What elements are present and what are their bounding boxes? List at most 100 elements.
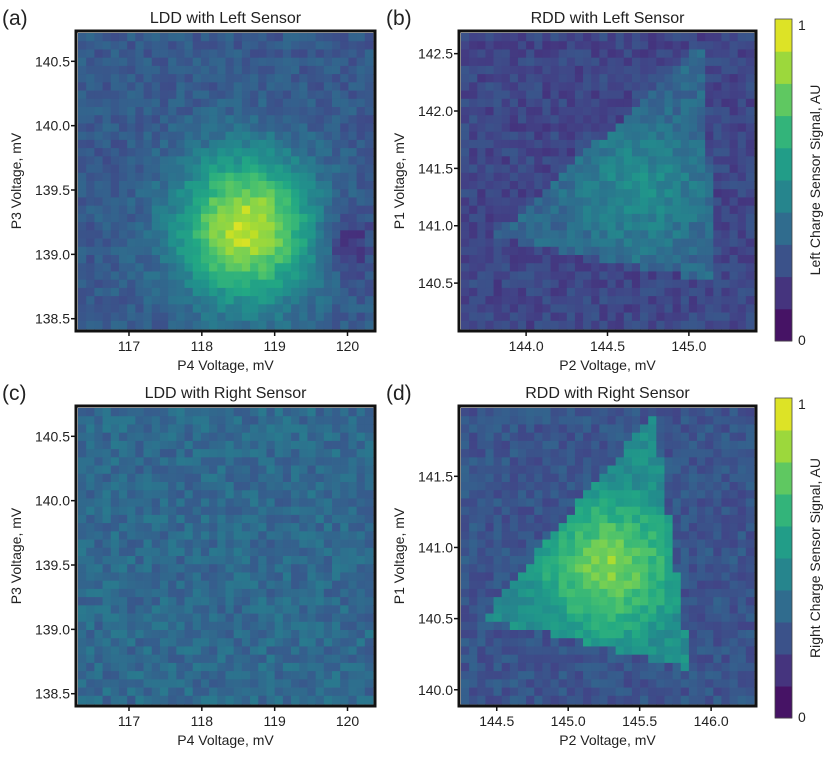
heatmap-cell <box>656 74 665 83</box>
heatmap-cell <box>307 662 317 672</box>
heatmap-cell <box>599 408 608 417</box>
heatmap-cell <box>745 320 755 330</box>
heatmap-cell <box>241 506 251 516</box>
heatmap-cell <box>151 181 161 190</box>
heatmap-cell <box>151 246 161 256</box>
heatmap-cell <box>534 287 543 297</box>
heatmap-cell <box>493 189 503 198</box>
heatmap-cell <box>102 531 112 540</box>
heatmap-cell <box>542 630 551 639</box>
x-tick-label: 144.5 <box>590 338 625 354</box>
heatmap-cell <box>241 424 251 434</box>
heatmap-cell <box>250 630 259 639</box>
heatmap-cell <box>688 424 698 434</box>
heatmap-cell <box>688 296 698 305</box>
heatmap-cell <box>102 514 112 524</box>
heatmap-cell <box>688 408 698 417</box>
heatmap-cell <box>648 630 657 639</box>
heatmap-cell <box>135 588 144 598</box>
heatmap-cell <box>192 90 202 100</box>
heatmap-cell <box>356 580 366 590</box>
heatmap-cell <box>217 482 226 491</box>
heatmap-cell <box>127 679 136 688</box>
heatmap-cell <box>729 312 739 322</box>
heatmap-cell <box>307 139 317 149</box>
heatmap-cell <box>225 687 235 697</box>
heatmap-cell <box>307 465 317 475</box>
heatmap-cell <box>364 123 374 133</box>
heatmap-cell <box>225 213 235 223</box>
heatmap-cell <box>258 49 267 59</box>
heatmap-cell <box>258 287 267 297</box>
heatmap-cell <box>509 679 519 688</box>
heatmap-cell <box>721 164 730 174</box>
heatmap-cell <box>323 238 333 248</box>
heatmap-cell <box>477 49 486 59</box>
heatmap-cell <box>550 296 560 305</box>
heatmap-cell <box>348 296 358 305</box>
heatmap-cell <box>640 304 649 313</box>
heatmap-cell <box>526 687 535 697</box>
heatmap-cell <box>332 312 341 322</box>
heatmap-cell <box>127 432 136 442</box>
heatmap-cell <box>705 230 714 239</box>
heatmap-cell <box>526 440 535 450</box>
heatmap-cell <box>591 514 600 524</box>
heatmap-cell <box>282 238 292 248</box>
heatmap-cell <box>143 605 153 614</box>
heatmap-cell <box>640 312 649 322</box>
heatmap-cell <box>151 679 161 688</box>
heatmap-cell <box>672 671 682 680</box>
heatmap-cell <box>623 580 633 590</box>
heatmap-cell <box>672 440 682 450</box>
heatmap-cell <box>135 506 144 516</box>
heatmap-cell <box>299 197 308 207</box>
heatmap-cell <box>737 82 747 91</box>
heatmap-cell <box>672 646 682 656</box>
heatmap-cell <box>364 449 374 458</box>
heatmap-cell <box>566 189 576 198</box>
heatmap-cell <box>526 539 535 549</box>
heatmap-cell <box>688 65 698 75</box>
heatmap-cell <box>477 605 486 614</box>
heatmap-cell <box>340 33 349 42</box>
heatmap-cell <box>461 139 470 149</box>
heatmap-cell <box>159 432 169 442</box>
heatmap-cell <box>159 449 169 458</box>
heatmap-cell <box>680 82 690 91</box>
heatmap-cell <box>241 49 251 59</box>
heatmap-cell <box>176 57 185 67</box>
heatmap-cell <box>274 408 284 417</box>
heatmap-cell <box>143 74 153 83</box>
heatmap-cell <box>705 263 714 272</box>
heatmap-cell <box>110 172 120 182</box>
heatmap-cell <box>266 465 276 475</box>
heatmap-cell <box>599 654 608 664</box>
heatmap-cell <box>656 41 665 50</box>
heatmap-cell <box>517 123 527 133</box>
heatmap-cell <box>680 556 690 565</box>
heatmap-cell <box>307 304 317 313</box>
heatmap-cell <box>364 246 374 256</box>
heatmap-cell <box>729 304 739 313</box>
heatmap-cell <box>110 424 120 434</box>
heatmap-cell <box>356 205 366 215</box>
heatmap-cell <box>168 449 177 458</box>
heatmap-cell <box>485 408 494 417</box>
heatmap-cell <box>184 482 194 491</box>
heatmap-cell <box>509 506 519 516</box>
heatmap-cell <box>340 465 349 475</box>
heatmap-cell <box>493 449 503 458</box>
heatmap-cell <box>282 556 292 565</box>
heatmap-cell <box>340 654 349 664</box>
heatmap-cell <box>176 255 185 264</box>
heatmap-cell <box>356 213 366 223</box>
heatmap-cell <box>332 440 341 450</box>
heatmap-cell <box>151 597 161 606</box>
heatmap-cell <box>461 148 470 157</box>
heatmap-cell <box>615 613 625 623</box>
heatmap-cell <box>558 671 568 680</box>
heatmap-cell <box>623 547 633 557</box>
heatmap-cell <box>509 440 519 450</box>
heatmap-cell <box>340 621 349 631</box>
